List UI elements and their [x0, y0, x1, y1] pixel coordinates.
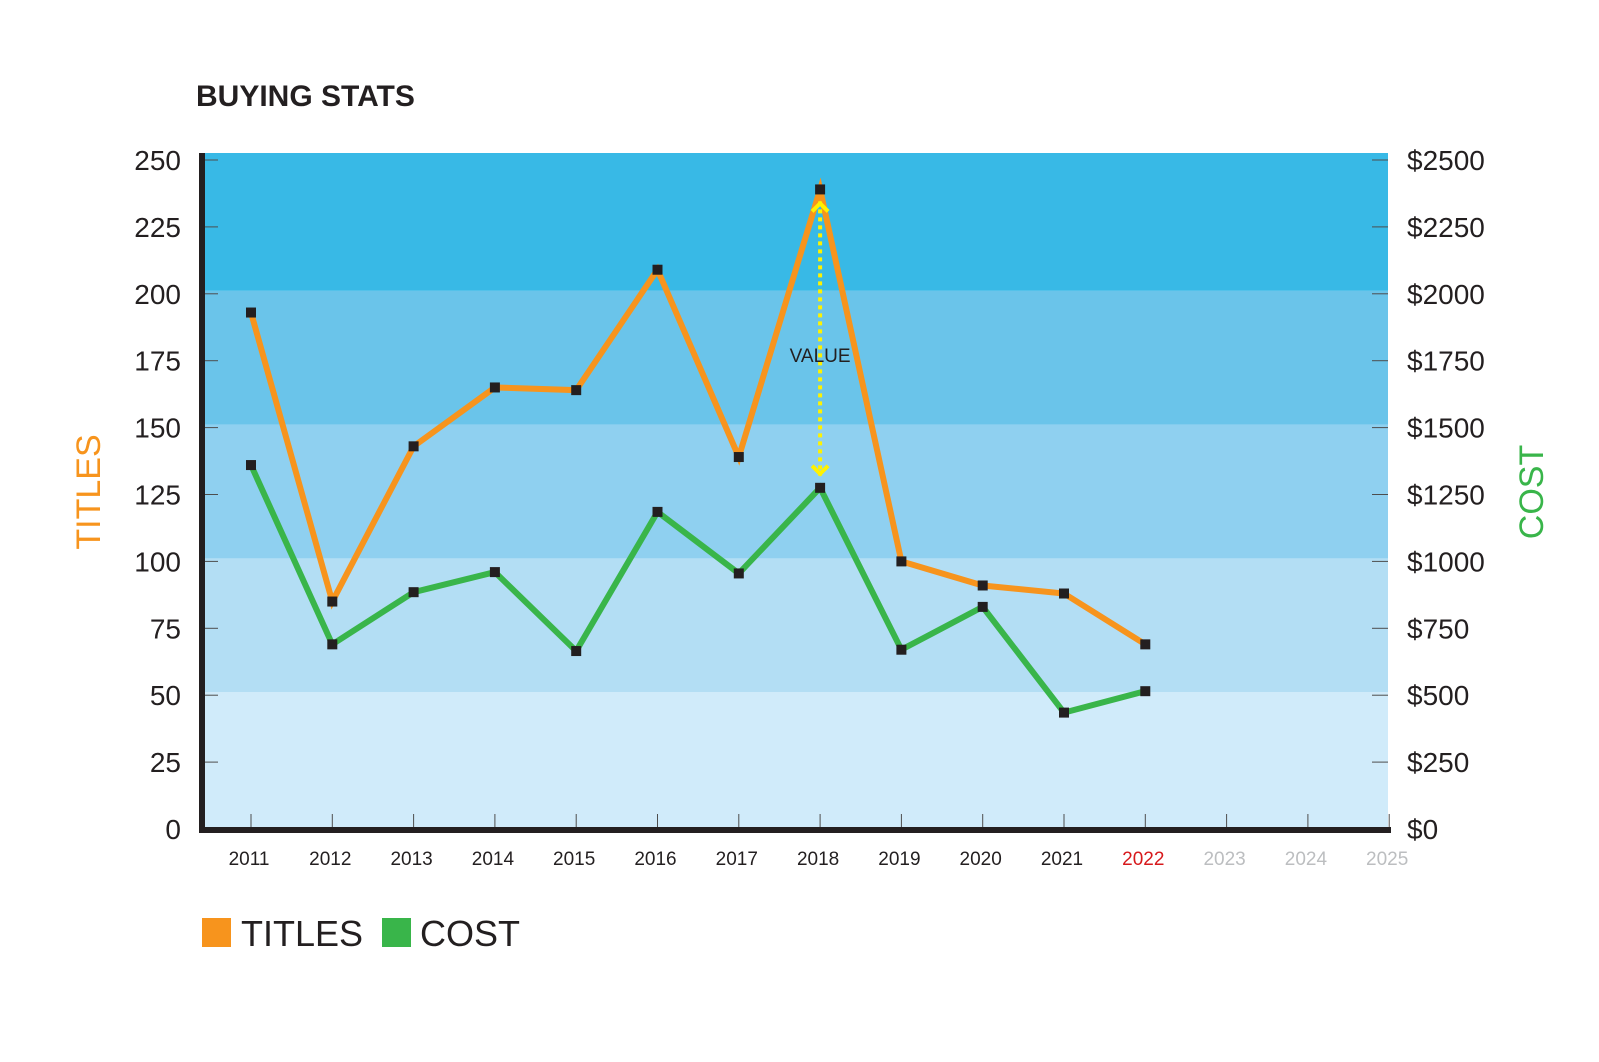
chart-title: BUYING STATS: [196, 80, 415, 113]
right-tick-label: $2000: [1407, 279, 1485, 310]
value-annotation: VALUE: [790, 200, 851, 477]
background-band: [202, 558, 1388, 693]
data-point-titles: [327, 596, 338, 607]
data-point-cost: [896, 644, 907, 655]
data-point-cost: [1059, 707, 1069, 718]
right-tick-label: $250: [1407, 747, 1469, 778]
x-tick-label: 2016: [634, 849, 676, 870]
data-point-cost: [408, 587, 419, 598]
series-line-cost: [248, 463, 1147, 717]
data-point-titles: [896, 556, 907, 567]
data-point-cost: [246, 460, 256, 471]
x-tick-label: 2023: [1203, 849, 1245, 870]
data-point-cost: [571, 646, 582, 657]
x-tick-label: 2013: [390, 849, 432, 870]
right-tick-label: $2250: [1407, 212, 1485, 243]
data-point-titles: [489, 382, 500, 393]
left-tick-label: 0: [165, 814, 181, 845]
data-point-cost: [815, 482, 826, 493]
data-point-cost: [733, 568, 744, 579]
x-tick-label: 2021: [1041, 849, 1083, 870]
right-tick-label: $750: [1407, 613, 1469, 644]
left-tick-label: 225: [134, 212, 181, 243]
data-point-titles: [408, 441, 419, 452]
series-line-titles: [248, 177, 1147, 647]
legend-label-titles: TITLES: [241, 913, 363, 954]
background-band: [202, 692, 1388, 829]
left-tick-label: 75: [150, 613, 181, 644]
legend-swatch-cost: [382, 918, 411, 947]
data-point-titles: [246, 307, 256, 318]
x-tick-label: 2018: [797, 849, 839, 870]
left-tick-label: 175: [134, 346, 181, 377]
data-point-titles: [733, 452, 744, 463]
data-point-cost: [977, 601, 988, 612]
x-tick-label: 2019: [878, 849, 920, 870]
x-tick-label: 2025: [1366, 849, 1408, 870]
x-tick-label: 2012: [309, 849, 351, 870]
data-point-titles: [1140, 639, 1151, 650]
arrow-up-icon: [810, 200, 830, 213]
right-tick-label: $1500: [1407, 413, 1485, 444]
left-tick-label: 50: [150, 680, 181, 711]
left-tick-label: 250: [134, 145, 181, 176]
data-point-titles: [977, 580, 988, 591]
data-point-titles: [815, 184, 826, 195]
right-tick-label: $0: [1407, 814, 1438, 845]
y-axis-label-cost: COST: [1513, 445, 1551, 539]
background-bands: [202, 153, 1388, 829]
x-tick-label: 2017: [716, 849, 758, 870]
legend-swatch-titles: [202, 918, 231, 947]
right-tick-label: $1000: [1407, 546, 1485, 577]
left-tick-label: 25: [150, 747, 181, 778]
x-tick-label: 2024: [1285, 849, 1328, 870]
left-tick-label: 125: [134, 480, 181, 511]
y-axis-label-titles: TITLES: [70, 434, 108, 549]
right-tick-label: $1750: [1407, 346, 1485, 377]
annotation-label: VALUE: [790, 346, 851, 367]
x-tick-label: 2011: [229, 849, 270, 870]
axis-ticks: 0 25 50 75 100 125 150 175 200 225 250 $0 $250 $500 $7…: [134, 145, 1485, 870]
x-tick-label: 2022: [1122, 849, 1164, 870]
background-band: [202, 290, 1388, 425]
data-point-cost: [489, 567, 500, 578]
data-point-cost: [327, 639, 338, 650]
legend-label-cost: COST: [420, 913, 520, 954]
data-point-titles: [652, 264, 663, 275]
data-point-cost: [652, 506, 663, 517]
series-lines: [248, 177, 1147, 717]
x-tick-label: 2014: [472, 849, 515, 870]
data-point-cost: [1140, 686, 1151, 697]
background-band: [202, 424, 1388, 559]
left-tick-label: 100: [134, 546, 181, 577]
x-tick-label: 2015: [553, 849, 595, 870]
right-tick-label: $2500: [1407, 145, 1485, 176]
legend: TITLES COST: [202, 913, 520, 954]
data-point-titles: [1059, 588, 1069, 599]
x-tick-label: 2020: [960, 849, 1002, 870]
right-tick-label: $500: [1407, 680, 1469, 711]
left-tick-label: 150: [134, 413, 181, 444]
arrow-down-icon: [810, 464, 830, 477]
data-point-titles: [571, 385, 582, 396]
right-tick-label: $1250: [1407, 480, 1485, 511]
left-tick-label: 200: [134, 279, 181, 310]
series-points: [246, 184, 1151, 718]
